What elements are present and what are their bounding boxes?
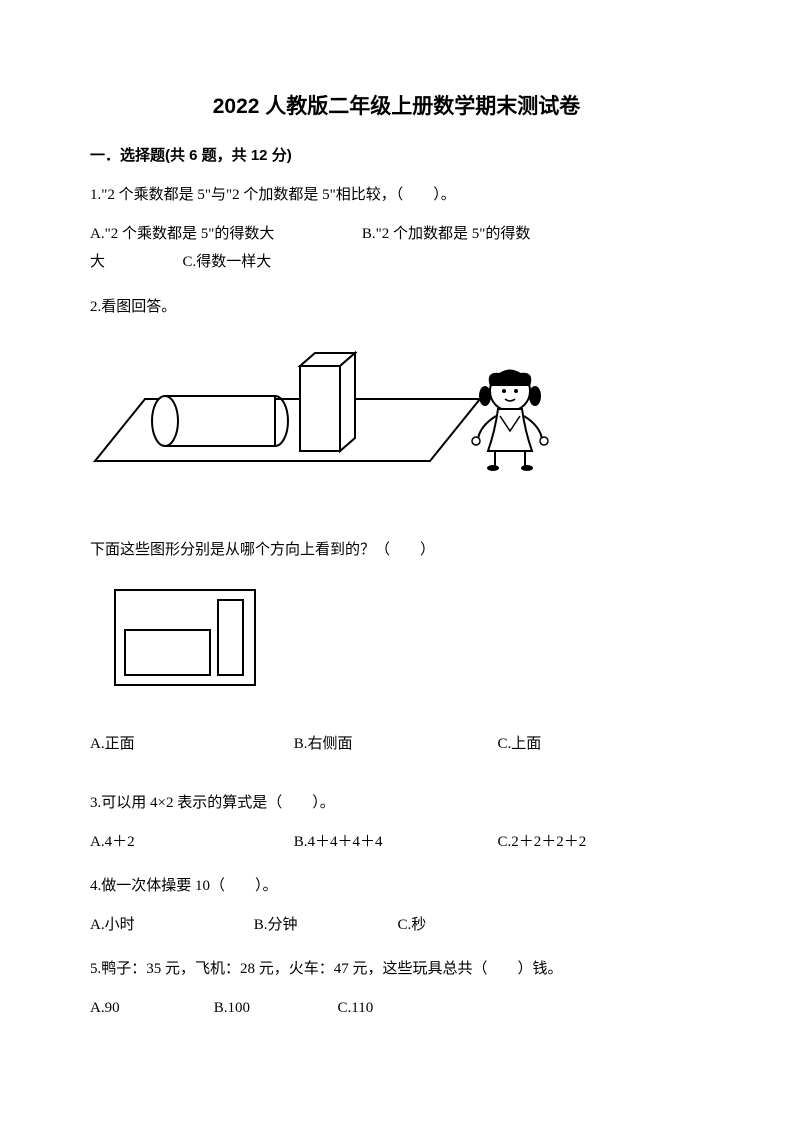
q3-opt-a: A.4＋2 — [90, 828, 290, 857]
page-title: 2022 人教版二年级上册数学期末测试卷 — [90, 90, 703, 120]
q2-opt-b: B.右侧面 — [294, 730, 494, 759]
q4-opt-a: A.小时 — [90, 911, 250, 940]
q5-options: A.90 B.100 C.110 — [90, 994, 703, 1023]
q2-figure2 — [90, 575, 703, 730]
girl-icon — [472, 370, 548, 472]
q2-options: A.正面 B.右侧面 C.上面 — [90, 730, 703, 759]
q5-opt-b: B.100 — [214, 994, 334, 1023]
q2-opt-a: A.正面 — [90, 730, 290, 759]
q1-text: 1."2 个乘数都是 5"与"2 个加数都是 5"相比较，（ ）。 — [90, 181, 703, 210]
section-header: 一．选择题(共 6 题，共 12 分) — [90, 144, 703, 165]
q5-opt-a: A.90 — [90, 994, 210, 1023]
q4-options: A.小时 B.分钟 C.秒 — [90, 911, 703, 940]
q1-opt-c: C.得数一样大 — [183, 254, 272, 270]
q3-opt-b: B.4＋4＋4＋4 — [294, 828, 494, 857]
q5-text: 5.鸭子：35 元，飞机：28 元，火车：47 元，这些玩具总共（ ）钱。 — [90, 955, 703, 984]
q4-text: 4.做一次体操要 10（ ）。 — [90, 872, 703, 901]
q4-opt-b: B.分钟 — [254, 911, 394, 940]
view-diagram — [110, 585, 260, 695]
q1-opt-b: B."2 个加数都是 5"的得数 — [362, 226, 531, 242]
shapes-scene — [90, 341, 570, 501]
q2-figure1 — [90, 341, 703, 506]
q2-subtext: 下面这些图形分别是从哪个方向上看到的？（ ） — [90, 536, 703, 565]
q3-opt-c: C.2＋2＋2＋2 — [498, 828, 587, 857]
q2-opt-c: C.上面 — [498, 730, 542, 759]
q2-text: 2.看图回答。 — [90, 293, 703, 322]
q3-text: 3.可以用 4×2 表示的算式是（ ）。 — [90, 789, 703, 818]
q5-opt-c: C.110 — [338, 994, 374, 1023]
q1-opt-a: A."2 个乘数都是 5"的得数大 — [90, 226, 274, 242]
q3-options: A.4＋2 B.4＋4＋4＋4 C.2＋2＋2＋2 — [90, 828, 703, 857]
q4-opt-c: C.秒 — [398, 911, 427, 940]
q1-options: A."2 个乘数都是 5"的得数大 B."2 个加数都是 5"的得数 大 C.得… — [90, 220, 703, 277]
